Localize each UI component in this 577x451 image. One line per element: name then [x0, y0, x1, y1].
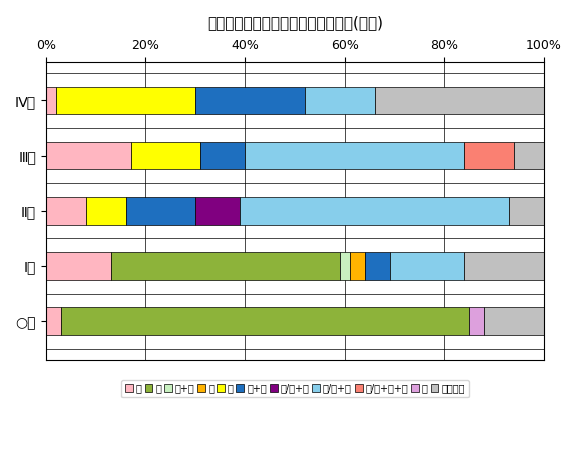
Bar: [46, 142, 130, 170]
Bar: [46, 308, 61, 335]
Bar: [56, 87, 195, 114]
Bar: [469, 308, 484, 335]
Title: 治療前ステージ別・治療方法の割合(食道): 治療前ステージ別・治療方法の割合(食道): [207, 15, 383, 30]
Bar: [514, 142, 544, 170]
Bar: [111, 252, 340, 280]
Bar: [464, 252, 544, 280]
Bar: [365, 252, 389, 280]
Bar: [200, 142, 245, 170]
Bar: [46, 197, 86, 225]
Bar: [130, 142, 200, 170]
Bar: [46, 87, 56, 114]
Bar: [305, 87, 374, 114]
Legend: 手, 内, 手+内, 放, 薬, 放+薬, 手/内+放, 手/内+薬, 手/内+放+薬, 他, 治療なし: 手, 内, 手+内, 放, 薬, 放+薬, 手/内+放, 手/内+薬, 手/内+…: [121, 380, 469, 397]
Bar: [61, 308, 469, 335]
Bar: [374, 87, 544, 114]
Bar: [484, 308, 544, 335]
Bar: [340, 252, 350, 280]
Bar: [350, 252, 365, 280]
Bar: [46, 252, 111, 280]
Bar: [86, 197, 126, 225]
Bar: [195, 197, 240, 225]
Bar: [245, 142, 464, 170]
Bar: [464, 142, 514, 170]
Bar: [240, 197, 509, 225]
Bar: [389, 252, 464, 280]
Bar: [126, 197, 195, 225]
Bar: [509, 197, 544, 225]
Bar: [195, 87, 305, 114]
